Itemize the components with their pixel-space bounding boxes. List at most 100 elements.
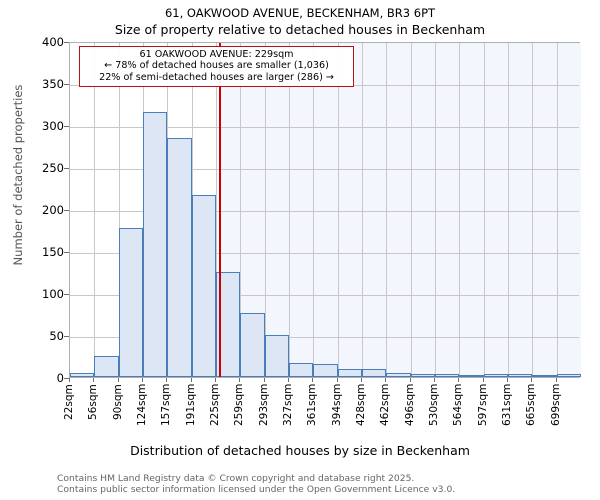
x-axis-tick: [409, 378, 411, 382]
x-axis-tick: [263, 378, 265, 382]
y-axis-tick: [64, 378, 69, 379]
annotation-line-2: ← 78% of detached houses are smaller (1,…: [104, 60, 329, 72]
gridline-vertical: [337, 43, 339, 377]
footer-attribution: Contains HM Land Registry data © Crown c…: [57, 473, 597, 495]
histogram-bar: [556, 374, 581, 377]
y-axis-tick: [64, 168, 69, 169]
annotation-line-1: 61 OAKWOOD AVENUE: 229sqm: [139, 49, 294, 60]
histogram-bar: [435, 374, 460, 377]
larger-region-shading: [218, 43, 581, 377]
y-axis-tick: [64, 294, 69, 295]
histogram-bar: [264, 335, 289, 377]
y-axis-tick-label: 0: [56, 371, 64, 385]
histogram-bar: [483, 374, 508, 377]
y-axis-tick-label: 250: [42, 161, 64, 175]
x-axis-tick-label: 361sqm: [306, 384, 319, 427]
gridline-vertical: [508, 43, 509, 377]
x-axis-tick-label: 564sqm: [452, 384, 465, 427]
gridline-vertical: [289, 43, 290, 377]
annotation-line-3: 22% of semi-detached houses are larger (…: [99, 71, 334, 83]
y-axis-tick: [64, 84, 69, 85]
x-axis-tick: [458, 378, 460, 382]
histogram-bar: [362, 369, 387, 377]
y-axis-tick: [64, 336, 69, 337]
gridline-vertical: [240, 43, 242, 377]
x-axis-tick-label: 428sqm: [355, 384, 367, 427]
x-axis-tick: [361, 378, 362, 382]
y-axis-tick-label: 400: [42, 35, 64, 49]
gridline-horizontal: [70, 295, 579, 296]
x-axis-tick: [215, 378, 216, 382]
x-axis-tick: [531, 378, 533, 382]
x-axis-tick: [507, 378, 508, 382]
x-axis-tick-label: 191sqm: [184, 384, 197, 427]
y-axis-tick-label: 350: [42, 77, 64, 91]
chart-subtitle: Size of property relative to detached ho…: [114, 22, 486, 37]
gridline-vertical: [313, 43, 315, 377]
x-axis-tick: [166, 378, 168, 382]
gridline-vertical: [118, 43, 120, 377]
gridline-vertical: [362, 43, 363, 377]
y-axis-tick-label: 150: [42, 245, 64, 259]
gridline-vertical: [556, 43, 558, 377]
x-axis-tick: [117, 378, 119, 382]
x-axis-tick: [336, 378, 338, 382]
x-axis-tick-label: 394sqm: [330, 384, 343, 427]
gridline-vertical: [386, 43, 388, 377]
histogram-bar: [70, 372, 95, 377]
x-axis-tick-label: 259sqm: [233, 384, 246, 427]
gridline-vertical: [216, 43, 217, 377]
y-axis-tick: [64, 210, 69, 211]
x-axis-tick-label: 225sqm: [209, 384, 221, 427]
footer-line-1: Contains HM Land Registry data © Crown c…: [57, 473, 415, 484]
histogram-bar: [337, 369, 362, 377]
histogram-bar: [118, 228, 143, 377]
histogram-bar: [410, 374, 435, 377]
gridline-horizontal: [70, 169, 579, 170]
y-axis-tick-label: 100: [42, 287, 64, 301]
histogram-bar: [143, 112, 168, 377]
x-axis-tick-label: 90sqm: [111, 384, 124, 420]
x-axis-title: Distribution of detached houses by size …: [130, 443, 470, 458]
histogram-bar: [289, 362, 314, 377]
histogram-bar: [167, 137, 192, 377]
histogram-bars: [70, 43, 581, 377]
histogram-bar: [94, 356, 119, 377]
gridline-horizontal: [70, 127, 579, 128]
gridline-vertical: [483, 43, 485, 377]
gridline-vertical: [459, 43, 461, 377]
histogram-bar: [240, 313, 265, 377]
gridline-horizontal: [70, 253, 579, 254]
y-axis-tick: [64, 126, 69, 127]
property-size-marker-line: [218, 43, 221, 377]
x-axis-tick-label: 665sqm: [525, 384, 538, 427]
x-axis-tick: [555, 378, 557, 382]
histogram-bar: [508, 374, 533, 377]
x-axis-tick: [190, 378, 192, 382]
gridline-vertical: [532, 43, 534, 377]
x-axis-tick-label: 157sqm: [160, 384, 173, 427]
x-axis-tick-label: 496sqm: [403, 384, 416, 427]
x-axis-tick: [482, 378, 484, 382]
x-axis-tick: [385, 378, 387, 382]
x-axis-tick-label: 699sqm: [549, 384, 562, 427]
y-axis-tick-label: 50: [49, 329, 64, 343]
page-title: 61, OAKWOOD AVENUE, BECKENHAM, BR3 6PT: [164, 6, 436, 20]
x-axis-tick-label: 293sqm: [257, 384, 270, 427]
plot-area: [69, 42, 581, 378]
gridline-vertical: [94, 43, 96, 377]
x-axis-tick: [288, 378, 289, 382]
y-axis-tick: [64, 42, 69, 43]
y-axis-tick: [64, 252, 69, 253]
x-axis-tick-label: 327sqm: [282, 384, 294, 427]
x-axis-tick-label: 22sqm: [63, 384, 75, 420]
x-axis-tick-label: 530sqm: [428, 384, 440, 427]
histogram-bar: [313, 363, 338, 377]
histogram-bar: [532, 375, 557, 377]
y-axis-tick-label: 300: [42, 119, 64, 133]
gridline-horizontal: [70, 337, 579, 338]
x-axis-tick: [93, 378, 95, 382]
x-axis-tick-label: 124sqm: [136, 384, 148, 427]
y-axis-tick-label: 200: [42, 203, 64, 217]
